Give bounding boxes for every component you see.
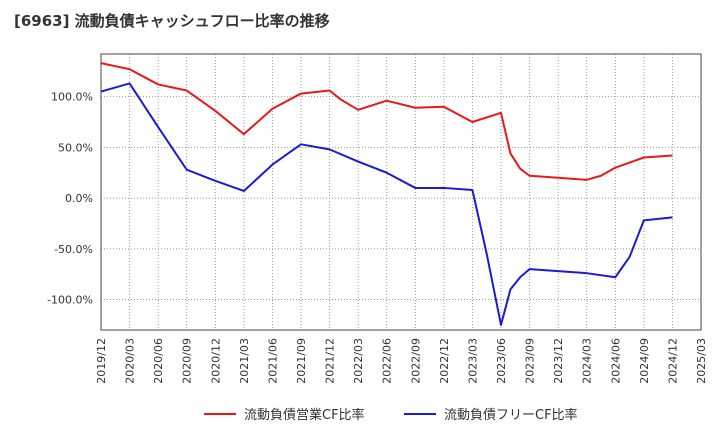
- x-tick-label: 2021/06: [266, 338, 279, 384]
- y-tick-label: 50.0%: [58, 141, 93, 154]
- x-tick-label: 2023/03: [466, 338, 479, 384]
- legend-label-1: 流動負債営業CF比率: [244, 407, 365, 423]
- x-tick-label: 2024/03: [581, 338, 594, 384]
- y-tick-label: 100.0%: [51, 91, 93, 104]
- x-tick-label: 2024/09: [638, 338, 651, 384]
- x-tick-label: 2019/12: [95, 338, 108, 384]
- x-tick-label: 2021/09: [295, 338, 308, 384]
- y-tick-label: 0.0%: [65, 192, 93, 205]
- x-tick-label: 2021/03: [238, 338, 251, 384]
- x-tick-label: 2020/12: [209, 338, 222, 384]
- x-tick-label: 2020/06: [152, 338, 165, 384]
- x-tick-labels: 2019/12 2020/03 2020/06 2020/09 2020/12 2021/…: [95, 338, 708, 384]
- plot-frame: [100, 53, 702, 331]
- legend-label-2: 流動負債フリーCF比率: [444, 407, 578, 423]
- x-tick-label: 2020/03: [124, 338, 137, 384]
- x-tick-label: 2022/12: [438, 338, 451, 384]
- y-tick-label: -50.0%: [54, 243, 93, 256]
- y-tick-label: -100.0%: [47, 294, 93, 307]
- legend: 流動負債営業CF比率 流動負債フリーCF比率: [204, 407, 578, 423]
- x-tick-label: 2023/12: [552, 338, 565, 384]
- y-tick-labels: 100.0% 50.0% 0.0% -50.0% -100.0%: [47, 91, 93, 307]
- plot-background: [101, 54, 701, 330]
- x-tick-label: 2022/03: [352, 338, 365, 384]
- y-gridlines: [101, 96, 701, 301]
- x-tick-label: 2025/03: [695, 338, 708, 384]
- x-tick-label: 2022/06: [381, 338, 394, 384]
- x-tick-label: 2021/12: [324, 338, 337, 384]
- series-layer: [100, 62, 673, 326]
- chart-title: [6963] 流動負債キャッシュフロー比率の推移: [14, 12, 330, 30]
- x-tick-label: 2024/06: [609, 338, 622, 384]
- x-tick-label: 2023/06: [495, 338, 508, 384]
- x-tick-label: 2022/09: [409, 338, 422, 384]
- x-tick-label: 2020/09: [181, 338, 194, 384]
- x-tick-label: 2024/12: [666, 338, 679, 384]
- x-tick-label: 2023/09: [524, 338, 537, 384]
